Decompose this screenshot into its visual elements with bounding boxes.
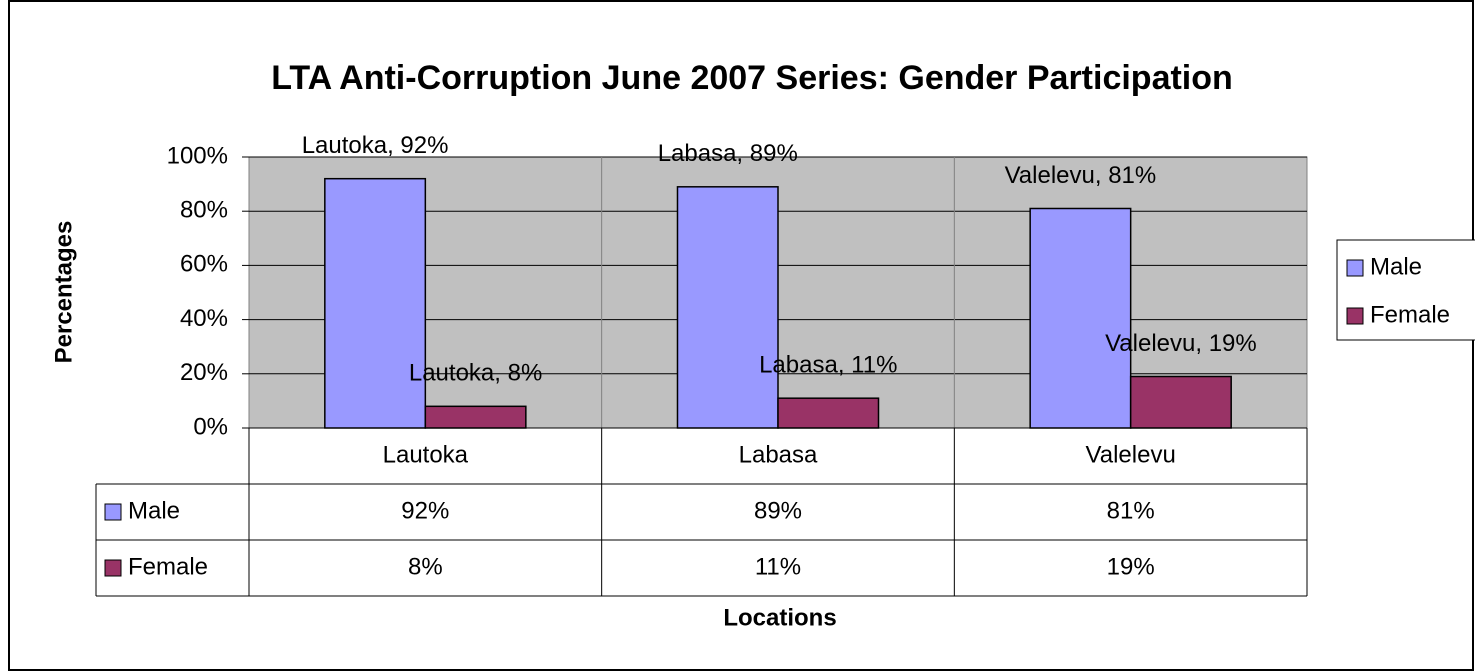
bar [676, 186, 779, 429]
y-tick-label: 80% [180, 197, 228, 224]
y-axis-label: Percentages [50, 221, 77, 364]
table-cell: 19% [1107, 553, 1155, 580]
x-axis-label: Locations [723, 604, 836, 631]
bar [1029, 207, 1132, 429]
table-row-header: Female [128, 553, 208, 580]
legend-swatch [1346, 259, 1364, 277]
table-row-header: Male [128, 497, 180, 524]
chart-title: LTA Anti-Corruption June 2007 Series: Ge… [271, 59, 1233, 97]
y-tick-label: 60% [180, 251, 228, 278]
data-label: Lautoka, 92% [302, 132, 449, 159]
table-legend-swatch [104, 503, 122, 521]
x-tick-label: Lautoka [383, 441, 469, 468]
bar [324, 177, 427, 429]
table-cell: 81% [1107, 497, 1155, 524]
table-cell: 8% [408, 553, 443, 580]
legend-label: Female [1370, 301, 1450, 328]
y-tick-label: 20% [180, 359, 228, 386]
table-cell: 89% [754, 497, 802, 524]
bar [777, 397, 880, 429]
x-tick-label: Labasa [739, 441, 818, 468]
y-tick-label: 0% [193, 413, 228, 440]
y-tick-label: 40% [180, 305, 228, 332]
bar [424, 405, 527, 429]
data-label: Labasa, 89% [658, 140, 798, 167]
data-label: Valelevu, 81% [1005, 162, 1157, 189]
bar [1129, 375, 1232, 429]
legend-label: Male [1370, 253, 1422, 280]
legend-swatch [1346, 307, 1364, 325]
x-tick-label: Valelevu [1086, 441, 1176, 468]
data-label: Labasa, 11% [759, 352, 897, 379]
data-label: Lautoka, 8% [409, 360, 542, 387]
table-cell: 11% [755, 553, 801, 580]
y-tick-label: 100% [167, 142, 228, 169]
table-cell: 92% [401, 497, 449, 524]
data-label: Valelevu, 19% [1105, 330, 1257, 357]
table-legend-swatch [104, 559, 122, 577]
